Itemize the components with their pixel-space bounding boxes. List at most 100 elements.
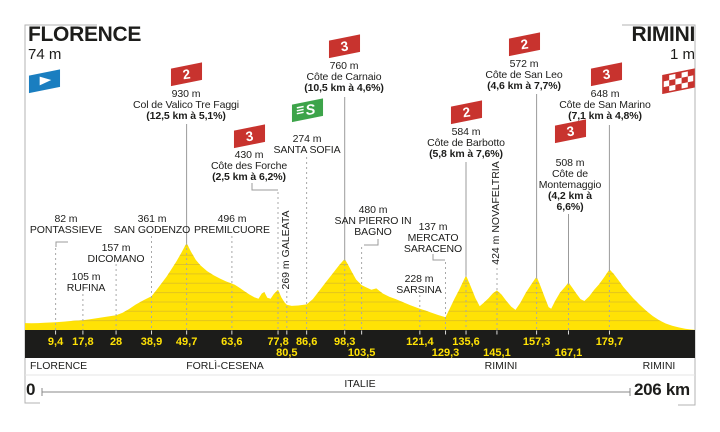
flag-shape xyxy=(590,62,622,87)
km-label: 129,3 xyxy=(432,347,460,359)
km-label: 63,6 xyxy=(221,336,242,348)
km-label: 80,5 xyxy=(276,347,297,359)
region-label: FLORENCE xyxy=(30,360,88,372)
finish-elevation: 1 m xyxy=(669,46,695,63)
checker-cell xyxy=(675,83,682,91)
climb-name: Côte de Carnaio xyxy=(306,71,382,83)
climb-cat3-flag-icon: 3 xyxy=(554,118,587,149)
arrival-flag-icon xyxy=(631,68,695,94)
town-label: 137 m MERCATO SARACENO xyxy=(396,222,471,255)
town-label: 157 m DICOMANO xyxy=(79,243,154,265)
town-elbow xyxy=(364,239,379,246)
checker-cell xyxy=(681,76,688,84)
region-label: RIMINI xyxy=(642,360,676,372)
climb-cat2-flag-icon: 2 xyxy=(450,99,483,130)
town-elevation: 361 m xyxy=(137,213,167,225)
checker-cell xyxy=(662,86,670,94)
km-label: 167,1 xyxy=(555,347,583,359)
km-label: 103,5 xyxy=(348,347,376,359)
speed-line xyxy=(296,105,304,109)
climb-name: Côte de Barbotto xyxy=(427,137,505,149)
checker-cell xyxy=(662,74,670,82)
km-label: 28 xyxy=(110,336,122,348)
town-label: 269 m GALEATA xyxy=(280,210,292,290)
climb-name: Côte des Forche xyxy=(210,160,288,172)
finish-header: RIMINI 1 m xyxy=(631,24,695,94)
climb-detail: (4,2 km à 6,6%) xyxy=(547,190,593,213)
km-tick-labels: 9,4 17,8 28 38,9 49,7 63,6 77,880,586,6 98,3103… xyxy=(48,330,624,359)
checker-cell xyxy=(669,78,676,87)
km-label: 179,7 xyxy=(596,336,624,348)
checker-cell xyxy=(675,71,682,79)
climb-detail: (12,5 km à 5,1%) xyxy=(146,110,226,122)
climb-cat3-flag-icon: 3 xyxy=(233,123,266,154)
km-label: 86,6 xyxy=(296,336,317,348)
start-city-name: FLORENCE xyxy=(28,23,142,46)
sprint-elevation: 274 m xyxy=(292,133,322,145)
town-name: PONTASSIEVE xyxy=(29,224,103,236)
sprint-label: 274 m SANTA SOFIA xyxy=(257,134,357,156)
town-elevation: 105 m xyxy=(71,271,101,283)
climb-label: 572 m Côte de San Leo (4,6 km à 7,7%) xyxy=(449,59,599,92)
distance-axis-bar xyxy=(25,330,695,358)
flag-text: 3 xyxy=(601,66,611,82)
town-elevation: 496 m xyxy=(217,213,247,225)
climb-name: Côte de Montemaggio xyxy=(538,168,602,191)
scale-start-label: 0 xyxy=(26,380,36,399)
climb-elevation: 584 m xyxy=(451,126,481,138)
km-label: 38,9 xyxy=(141,336,162,348)
flag-shape xyxy=(328,34,360,59)
town-label: 82 m PONTASSIEVE xyxy=(19,214,114,236)
town-elbow xyxy=(432,254,445,261)
climb-label: 584 m Côte de Barbotto (5,8 km à 7,6%) xyxy=(391,127,541,160)
km-label: 98,3 xyxy=(334,336,355,348)
start-header: FLORENCE 74 m xyxy=(28,24,141,99)
flag-text: 3 xyxy=(244,128,254,144)
region-label: RIMINI xyxy=(484,360,518,372)
flag-shape xyxy=(662,69,695,94)
flag-shape xyxy=(554,119,586,144)
climb-cat2-flag-icon: 2 xyxy=(508,31,541,62)
flag-text: 3 xyxy=(339,38,349,54)
town-name: RUFINA xyxy=(66,282,106,294)
km-label: 9,4 xyxy=(48,336,64,348)
town-elevation: 228 m xyxy=(404,273,434,285)
flag-shape xyxy=(450,100,482,125)
town-name: MERCATO SARACENO xyxy=(403,232,463,255)
climb-label: 648 m Côte de San Marino (7,1 km à 4,8%) xyxy=(535,89,675,122)
town-label: 361 m SAN GODENZO xyxy=(102,214,202,236)
km-label: 17,8 xyxy=(72,336,93,348)
climb-label: 760 m Côte de Carnaio (10,5 km à 4,6%) xyxy=(269,61,419,94)
town-elevation: 137 m xyxy=(418,221,448,233)
town-label: 228 m SARSINA xyxy=(389,274,449,296)
flag-shape xyxy=(170,62,202,87)
climb-detail: (4,6 km à 7,7%) xyxy=(487,80,561,92)
flag-text: 2 xyxy=(461,104,471,120)
country-label: ITALIE xyxy=(344,378,376,390)
scale-line xyxy=(41,388,631,396)
climb-detail: (10,5 km à 4,6%) xyxy=(304,82,384,94)
town-label: 480 m SAN PIERRO IN BAGNO xyxy=(331,205,416,238)
flag-text: 3 xyxy=(565,123,575,139)
town-elevation: 82 m xyxy=(54,213,78,225)
marker-lines xyxy=(55,94,610,330)
town-elevation: 480 m xyxy=(358,204,388,216)
town-elbow xyxy=(55,241,68,247)
flag-text: S xyxy=(304,102,316,119)
scale-end-label: 206 km xyxy=(634,380,690,399)
sprint-flag-icon: S xyxy=(291,97,324,128)
climb-elevation: 760 m xyxy=(329,60,359,72)
checker-cell xyxy=(687,81,695,89)
climb-name: Col de Valico Tre Faggi xyxy=(132,99,240,111)
km-label: 77,8 xyxy=(267,336,288,348)
left-bracket xyxy=(24,24,97,404)
km-label: 49,7 xyxy=(176,336,197,348)
finish-city-name: RIMINI xyxy=(631,23,695,46)
town-label: 424 m NOVAFELTRIA xyxy=(490,161,502,265)
flag-text: 2 xyxy=(519,36,529,52)
flag-shape xyxy=(508,32,540,57)
climb-detail: (5,8 km à 7,6%) xyxy=(429,148,503,160)
flag-text: 2 xyxy=(181,66,191,82)
town-name: PREMILCUORE xyxy=(194,224,270,236)
